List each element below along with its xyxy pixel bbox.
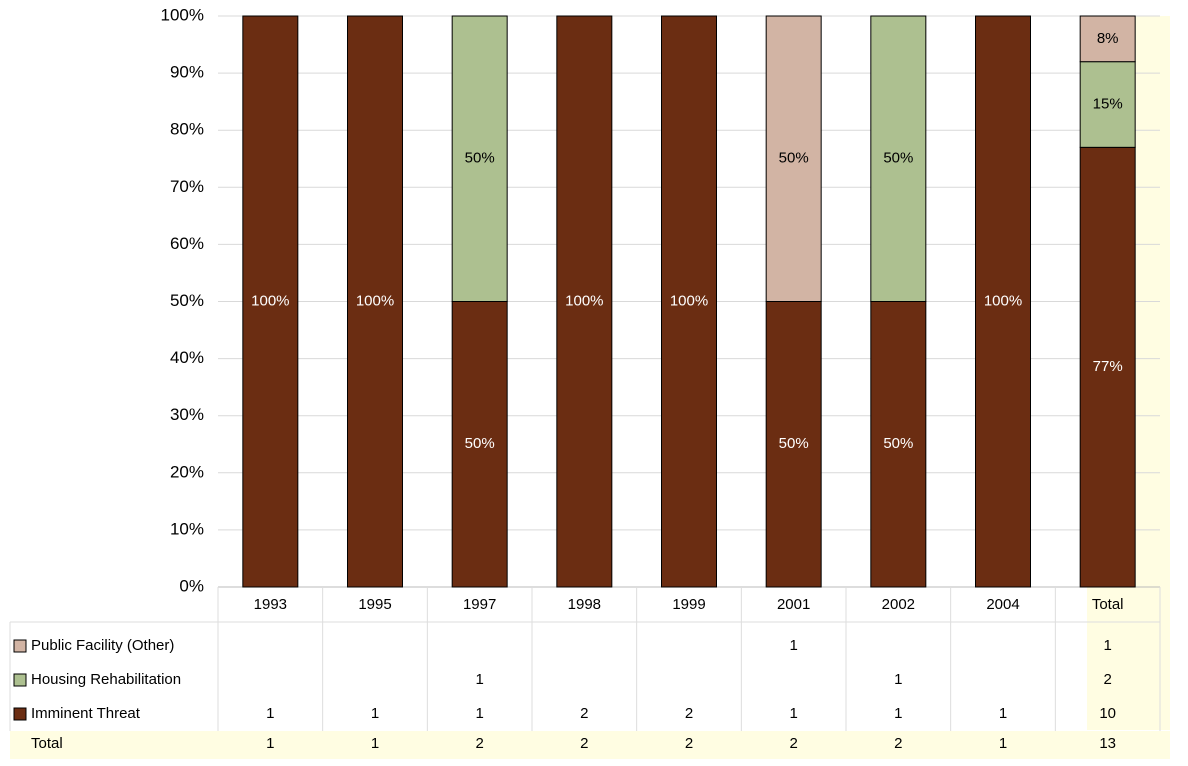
bar-segment: [870, 301, 927, 588]
bar-segment: [1079, 15, 1136, 63]
y-tick-label: 90%: [170, 63, 204, 82]
bar-segment: [661, 15, 717, 588]
data-label: 50%: [883, 435, 913, 452]
bar-segment: [765, 301, 822, 588]
bar-segment: [451, 301, 508, 588]
table-cell: 1: [789, 705, 797, 722]
legend-label: Imminent Threat: [31, 705, 141, 722]
x-tick-label: 2004: [986, 596, 1019, 613]
table-cell: 13: [1099, 735, 1116, 752]
legend-label: Public Facility (Other): [31, 637, 174, 654]
table-cell: 1: [999, 705, 1007, 722]
table-cell: 1: [475, 671, 483, 688]
data-label: 100%: [356, 292, 394, 309]
data-label: 15%: [1093, 95, 1123, 112]
bar-segment: [451, 15, 508, 302]
table-cell: 1: [999, 735, 1007, 752]
table-cell: 2: [789, 735, 797, 752]
y-tick-label: 60%: [170, 234, 204, 253]
bar-segment: [765, 15, 822, 302]
bar-segment: [1079, 146, 1136, 588]
legend-key: [13, 673, 27, 687]
data-label: 77%: [1093, 358, 1123, 375]
data-label: 50%: [883, 150, 913, 167]
table-cell: 2: [1103, 671, 1111, 688]
table-cell: 1: [266, 705, 274, 722]
table-cell: 10: [1099, 705, 1116, 722]
y-tick-label: 0%: [179, 576, 204, 595]
legend-key: [13, 639, 27, 653]
data-label: 50%: [465, 150, 495, 167]
x-tick-label: 1993: [254, 596, 287, 613]
bar-segment: [242, 15, 299, 588]
y-tick-label: 30%: [170, 405, 204, 424]
y-tick-label: 20%: [170, 462, 204, 481]
table-cell: 2: [475, 735, 483, 752]
bar-segment: [347, 15, 403, 588]
bar-segment: [556, 15, 613, 588]
table-cell: 1: [266, 735, 274, 752]
y-tick-label: 100%: [161, 5, 204, 24]
total-row-label: Total: [31, 735, 63, 752]
table-cell: 1: [475, 705, 483, 722]
bar-segment: [1079, 61, 1136, 148]
legend-label: Housing Rehabilitation: [31, 671, 181, 688]
table-cell: 2: [580, 705, 588, 722]
table-cell: 2: [685, 735, 693, 752]
data-label: 50%: [465, 435, 495, 452]
y-tick-label: 10%: [170, 519, 204, 538]
data-label: 50%: [779, 150, 809, 167]
data-label: 100%: [565, 292, 603, 309]
bar-segment: [975, 15, 1031, 588]
x-tick-label: 1999: [672, 596, 705, 613]
y-tick-label: 70%: [170, 177, 204, 196]
table-cell: 2: [685, 705, 693, 722]
table-cell: 1: [789, 637, 797, 654]
y-tick-label: 50%: [170, 291, 204, 310]
x-tick-label: 2002: [882, 596, 915, 613]
data-label: 50%: [779, 435, 809, 452]
data-label: 100%: [984, 292, 1022, 309]
x-tick-label: 1998: [568, 596, 601, 613]
total-row-highlight: [10, 731, 1170, 759]
table-cell: 2: [894, 735, 902, 752]
table-cell: 1: [371, 705, 379, 722]
table-cell: 1: [894, 671, 902, 688]
table-cell: 1: [894, 705, 902, 722]
data-label: 100%: [251, 292, 289, 309]
y-tick-label: 80%: [170, 120, 204, 139]
x-tick-label: 1995: [358, 596, 391, 613]
legend-key: [13, 707, 27, 721]
table-cell: 2: [580, 735, 588, 752]
data-label: 100%: [670, 292, 708, 309]
data-label: 8%: [1097, 30, 1119, 47]
table-cell: 1: [1103, 637, 1111, 654]
x-tick-label: 2001: [777, 596, 810, 613]
x-tick-label: Total: [1092, 596, 1124, 613]
y-tick-label: 40%: [170, 348, 204, 367]
table-cell: 1: [371, 735, 379, 752]
bar-segment: [870, 15, 927, 302]
x-tick-label: 1997: [463, 596, 496, 613]
